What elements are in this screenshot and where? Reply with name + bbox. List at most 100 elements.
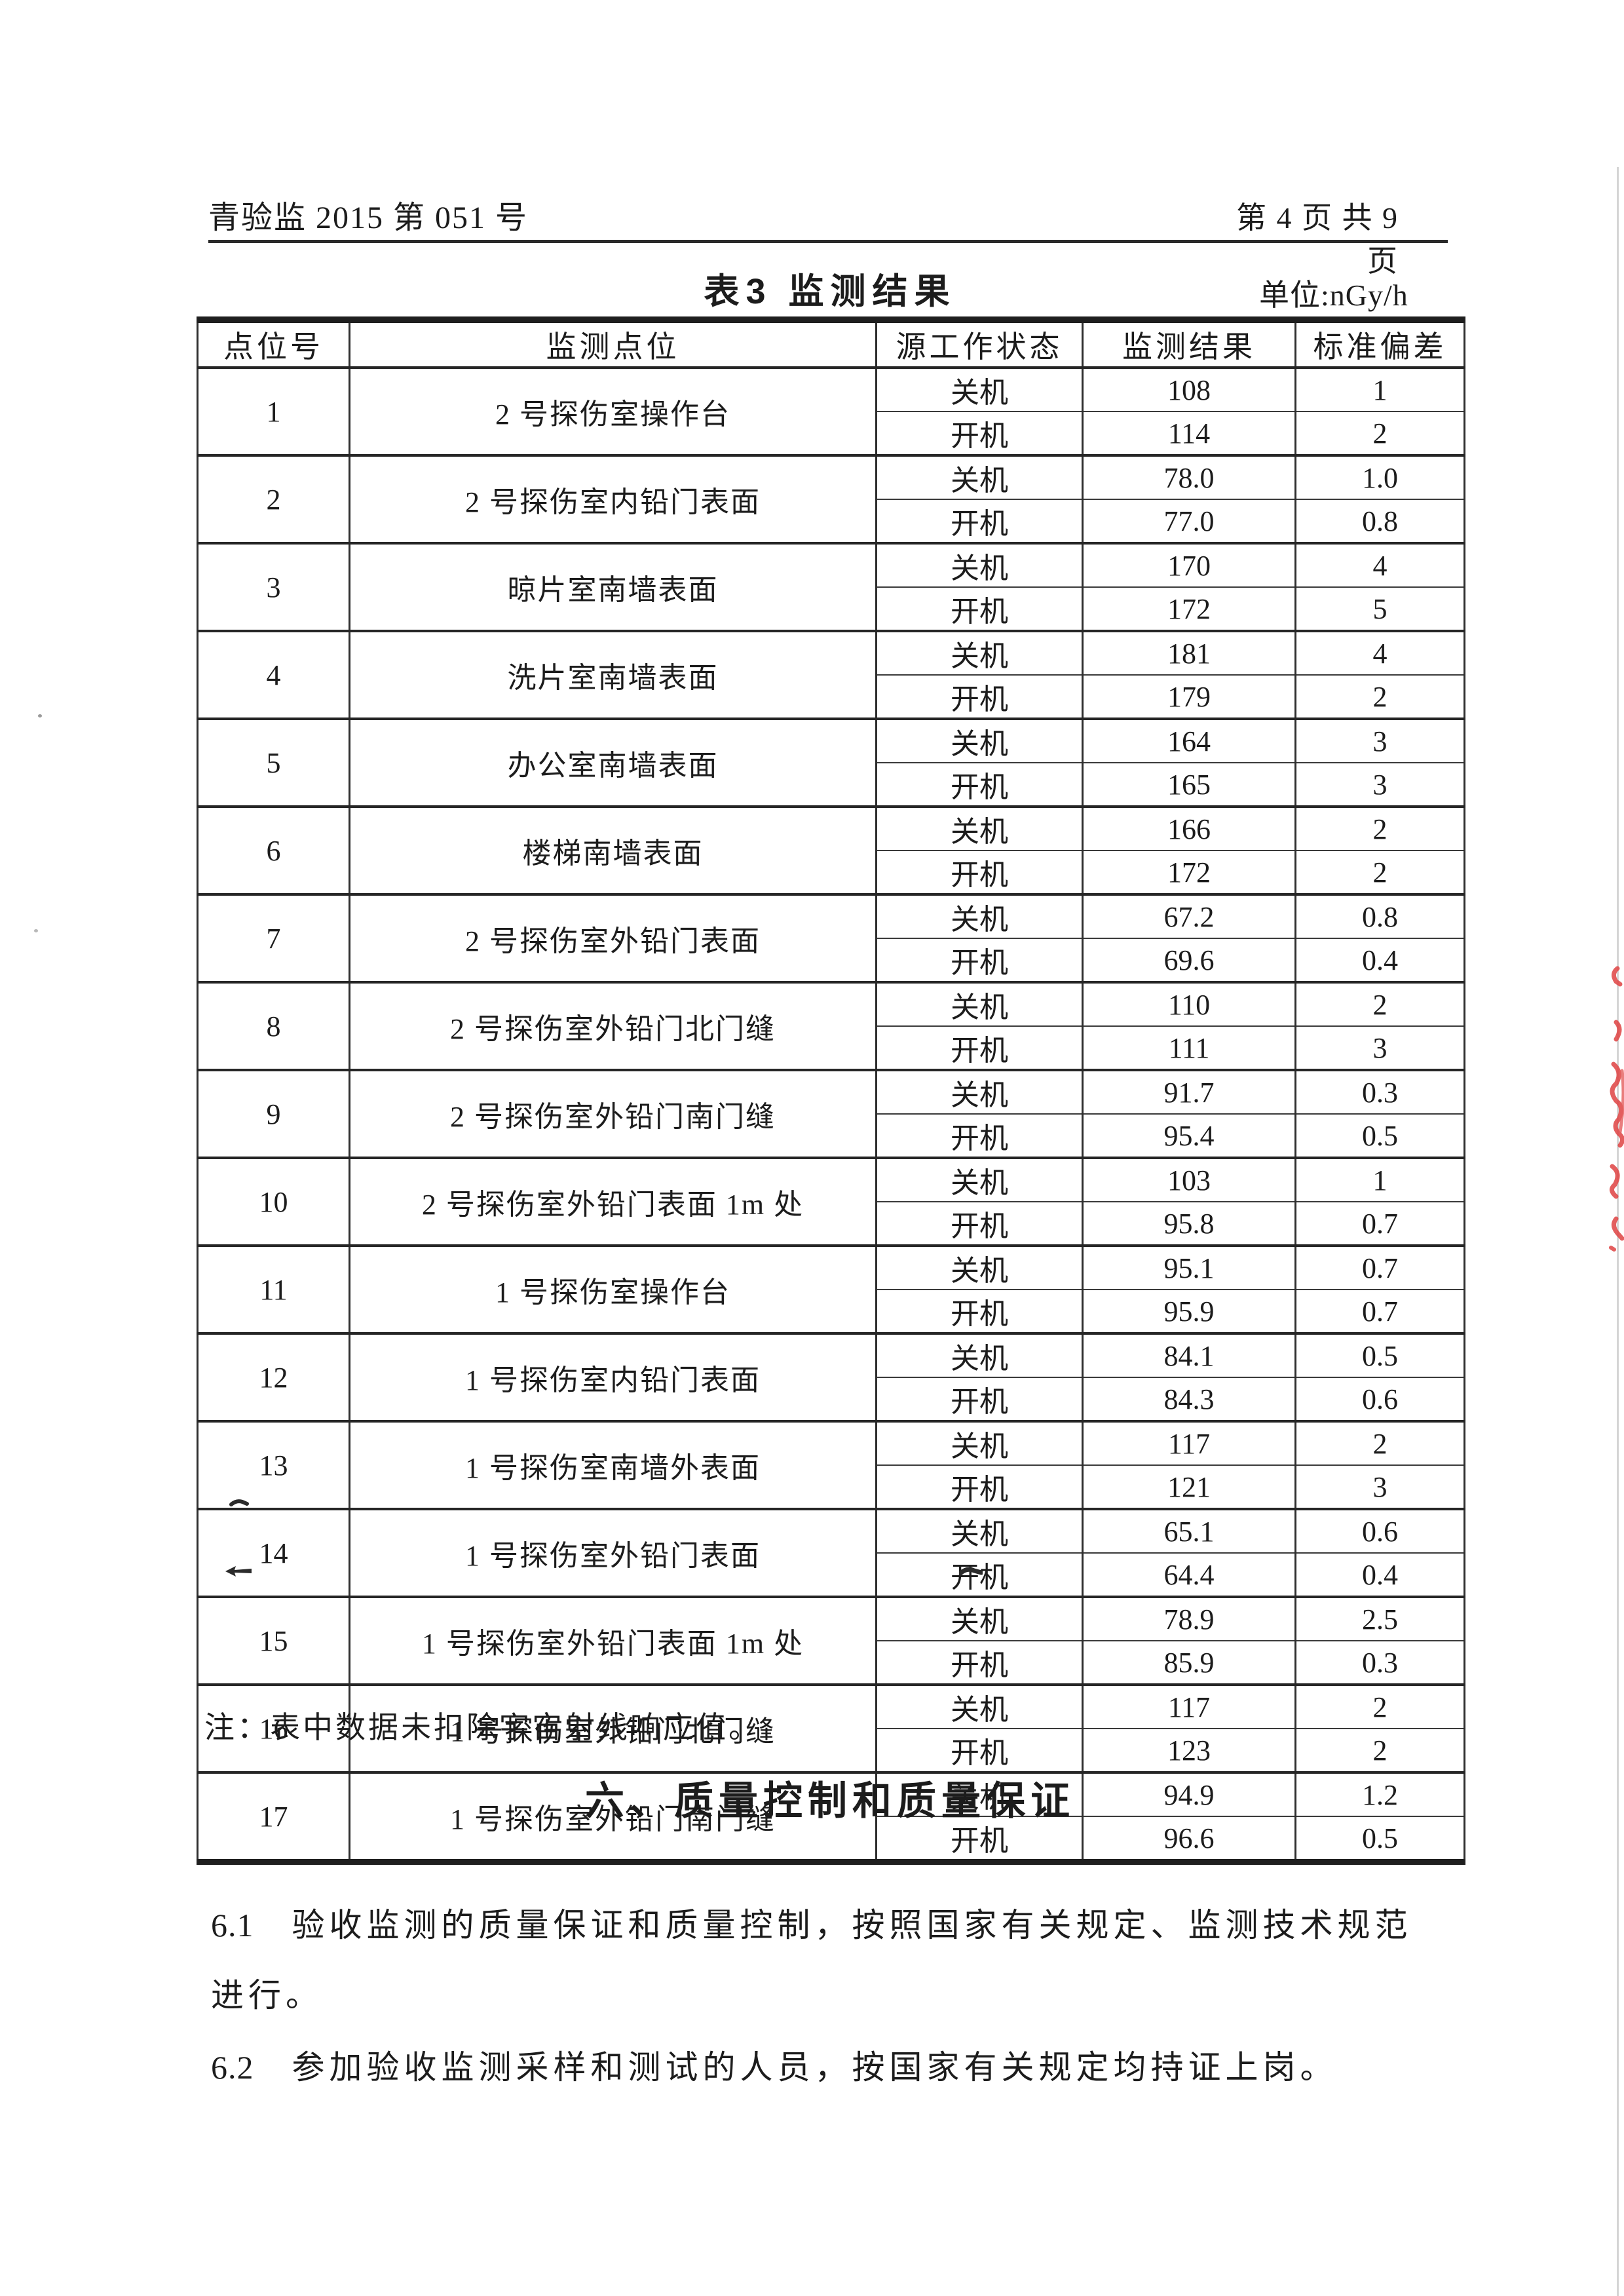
cell-stddev: 1 [1294,366,1465,411]
cell-result: 172 [1082,586,1296,631]
table-row: 11 1 号探伤室操作台 关机 95.1 0.7 [197,1244,1465,1333]
cell-state-off: 关机 [875,1771,1083,1816]
cell-stddev: 0.4 [1294,938,1465,982]
cell-point-id: 8 [197,981,350,1070]
table-row: 开机 84.3 0.6 [198,1377,1465,1421]
cell-stddev: 4 [1294,630,1465,675]
cell-state-on: 开机 [875,499,1083,543]
cell-state-on: 开机 [875,1552,1083,1597]
cell-state-off: 关机 [875,1069,1083,1114]
cell-stddev: 2.5 [1294,1596,1465,1641]
table-row: 17 1 号探伤室外铅门南门缝 关机 94.9 1.2 [197,1771,1465,1862]
cell-location: 办公室南墙表面 [349,718,877,807]
cell-stddev: 0.3 [1294,1069,1465,1114]
paragraph-6-2: 6.2 参加验收监测采样和测试的人员，按国家有关规定均持证上岗。 [211,2041,1338,2088]
cell-location: 1 号探伤室外铅门南门缝 [349,1771,877,1862]
section-heading: 六、质量控制和质量保证 [585,1779,1075,1823]
cell-result: 121 [1082,1464,1296,1509]
cell-point-id: 16 [197,1683,350,1772]
table-row: 开机 114 2 [198,411,1465,455]
cell-location: 2 号探伤室外铅门南门缝 [349,1069,877,1158]
cell-result: 96.6 [1082,1816,1296,1862]
cell-point-id: 11 [197,1244,350,1333]
cell-location: 2 号探伤室外铅门北门缝 [349,981,877,1070]
paragraph-text: 验收监测的质量保证和质量控制，按照国家有关规定、监测技术规范 [292,1907,1412,1943]
cell-point-id: 1 [197,366,350,455]
cell-state-off: 关机 [875,542,1083,587]
cell-location: 2 号探伤室内铅门表面 [349,454,877,543]
table-row: 开机 69.6 0.4 [198,938,1465,982]
cell-state-off: 关机 [875,1157,1083,1202]
cell-point-id: 15 [197,1596,350,1685]
cell-stddev: 1.2 [1294,1771,1465,1816]
cell-result: 117 [1082,1420,1296,1465]
table-row: 15 1 号探伤室外铅门表面 1m 处关机 78.9 2.5 [197,1596,1465,1685]
ink-blob [959,1567,983,1576]
cell-point-id: 6 [197,805,350,894]
cell-state-on: 开机 [875,586,1083,631]
cell-state-off: 关机 [875,1596,1083,1641]
cell-result: 91.7 [1082,1069,1296,1114]
header-rule [208,240,1448,243]
cell-stddev: 2 [1294,1728,1465,1772]
table-row: 开机 95.9 0.7 [198,1289,1465,1333]
table-row: 14 1 号探伤室外铅门表面 关机 65.1 0.6 [197,1508,1465,1597]
cell-stddev: 1.0 [1294,454,1465,499]
cell-result: 95.1 [1082,1244,1296,1290]
cell-result: 69.6 [1082,938,1296,982]
table-row: 开机 64.4 0.4 [198,1552,1465,1597]
table-row: 开机 172 5 [198,586,1465,631]
cell-result: 170 [1082,542,1296,587]
table-title: 表3 监测结果 [704,272,956,311]
cell-state-off: 关机 [875,718,1083,763]
cell-result: 181 [1082,630,1296,675]
cell-stddev: 2 [1294,850,1465,894]
paragraph-number: 6.2 [211,2049,254,2086]
cell-state-off: 关机 [875,630,1083,675]
cell-stddev: 1 [1294,1157,1465,1202]
cell-stddev: 3 [1294,1025,1465,1070]
cell-location: 1 号探伤室南墙外表面 [349,1420,877,1509]
table-row: 13 1 号探伤室南墙外表面 关机 117 2 [197,1420,1465,1509]
scan-speck [34,929,38,932]
cell-point-id: 2 [197,454,350,543]
table-row: 开机 96.6 0.5 [198,1816,1465,1862]
cell-state-on: 开机 [875,1201,1083,1246]
cell-state-off: 关机 [875,1508,1083,1553]
paragraph-6-1-continuation: 进行。 [211,1977,323,2014]
cell-result: 164 [1082,718,1296,763]
cell-state-on: 开机 [875,1640,1083,1685]
cell-result: 123 [1082,1728,1296,1772]
cell-result: 103 [1082,1157,1296,1202]
cell-location: 1 号探伤室外铅门北门缝 [349,1683,877,1772]
cell-stddev: 0.6 [1294,1377,1465,1421]
cell-location: 1 号探伤室操作台 [349,1244,877,1333]
cell-result: 172 [1082,850,1296,894]
column-header-point-id: 点位号 [197,320,350,369]
cell-result: 85.9 [1082,1640,1296,1685]
cell-state-off: 关机 [875,1683,1083,1729]
cell-state-on: 开机 [875,850,1083,894]
cell-result: 67.2 [1082,893,1296,938]
cell-state-on: 开机 [875,1289,1083,1333]
cell-result: 64.4 [1082,1552,1296,1597]
cell-stddev: 0.6 [1294,1508,1465,1553]
table-row: 开机 172 2 [198,850,1465,894]
cell-result: 78.0 [1082,454,1296,499]
cell-result: 94.9 [1082,1771,1296,1816]
cell-state-on: 开机 [875,762,1083,807]
table-row: 10 2 号探伤室外铅门表面 1m 处关机 103 1 [197,1157,1465,1246]
table-row: 4 洗片室南墙表面 关机 181 4 [197,630,1465,719]
cell-result: 84.1 [1082,1332,1296,1377]
cell-result: 78.9 [1082,1596,1296,1641]
table-row: 开机 85.9 0.3 [198,1640,1465,1685]
cell-location: 2 号探伤室外铅门表面 [349,893,877,982]
cell-stddev: 2 [1294,674,1465,719]
cell-result: 65.1 [1082,1508,1296,1553]
table-row: 开机 123 2 [198,1728,1465,1772]
cell-result: 117 [1082,1683,1296,1729]
cell-point-id: 10 [197,1157,350,1246]
cell-point-id: 3 [197,542,350,631]
